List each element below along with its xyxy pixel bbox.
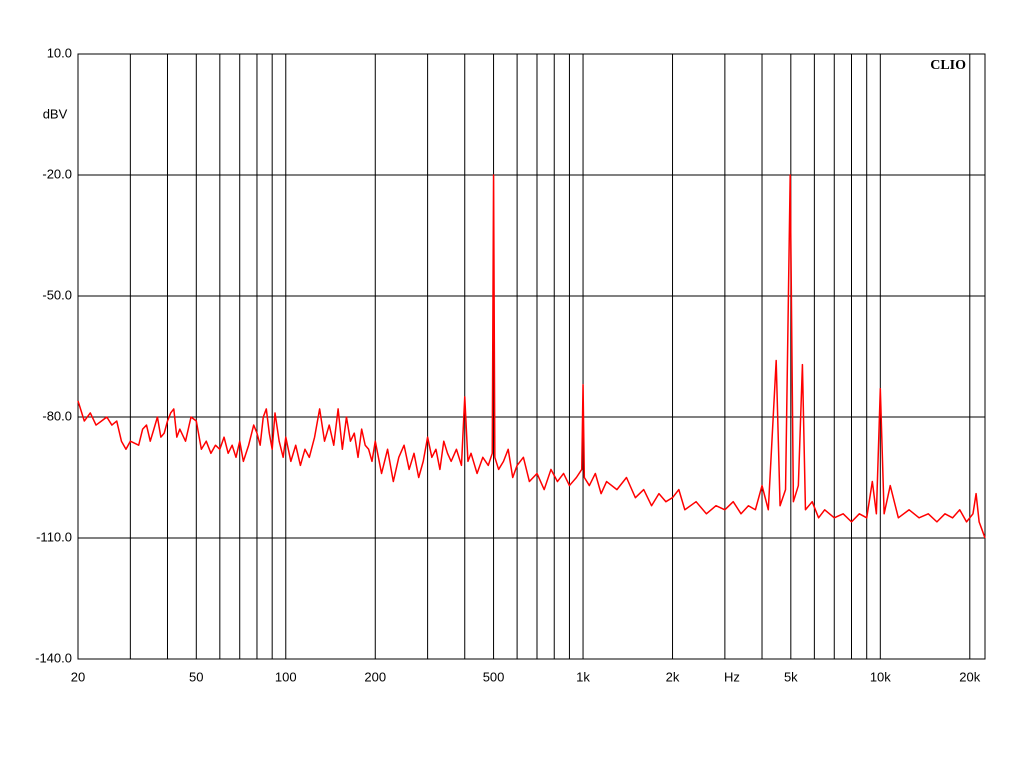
x-tick-label: 100 xyxy=(275,669,297,684)
x-tick-label: 2k xyxy=(666,669,680,684)
y-tick-label: -20.0 xyxy=(42,166,72,181)
x-tick-label: 10k xyxy=(870,669,891,684)
annotation: CLIO xyxy=(930,58,966,73)
x-tick-label: 1k xyxy=(576,669,590,684)
x-axis-label: Hz xyxy=(724,669,740,684)
y-tick-label: -80.0 xyxy=(42,408,72,423)
y-tick-label: -110.0 xyxy=(36,529,72,544)
y-axis-label: dBV xyxy=(43,106,68,121)
y-tick-label: 10.0 xyxy=(47,45,72,60)
x-tick-label: 200 xyxy=(364,669,386,684)
x-tick-label: 20 xyxy=(71,669,85,684)
x-tick-label: 20k xyxy=(959,669,980,684)
spectrum-line xyxy=(77,174,986,539)
y-tick-label: -140.0 xyxy=(35,650,72,665)
x-tick-label: 50 xyxy=(189,669,203,684)
y-tick-label: -50.0 xyxy=(42,287,72,302)
plot-frame xyxy=(77,53,986,660)
x-tick-label: 500 xyxy=(483,669,505,684)
x-tick-label: 5k xyxy=(784,669,798,684)
